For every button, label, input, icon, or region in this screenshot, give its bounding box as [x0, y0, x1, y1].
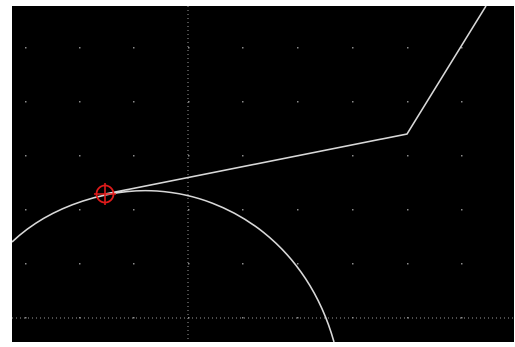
- grid-dot: [352, 209, 354, 211]
- grid-dot: [407, 317, 409, 319]
- grid-dot: [352, 47, 354, 49]
- grid-dot: [133, 209, 135, 211]
- grid-dot: [461, 47, 463, 49]
- grid-dot: [297, 209, 299, 211]
- grid-dot: [79, 47, 81, 49]
- grid-dot: [188, 155, 190, 157]
- grid-dot: [133, 101, 135, 103]
- grid-dot: [461, 155, 463, 157]
- grid-dot: [188, 263, 190, 265]
- grid-dot: [297, 101, 299, 103]
- cursor-crosshair: [12, 6, 514, 342]
- grid-dot: [79, 209, 81, 211]
- grid-dot: [242, 155, 244, 157]
- grid-dot: [188, 101, 190, 103]
- arc-entity[interactable]: [12, 189, 335, 342]
- grid-dot: [133, 317, 135, 319]
- grid-dot: [352, 155, 354, 157]
- grid-dot: [25, 263, 27, 265]
- grid-dot: [407, 47, 409, 49]
- grid-dot: [297, 317, 299, 319]
- grid-dot: [133, 155, 135, 157]
- grid-dot: [25, 317, 27, 319]
- grid-dot: [242, 101, 244, 103]
- grid-dot: [188, 209, 190, 211]
- grid-dot: [461, 263, 463, 265]
- grid-dot: [79, 155, 81, 157]
- geometry: [12, 6, 487, 342]
- grid-dot: [25, 47, 27, 49]
- grid-dot: [297, 47, 299, 49]
- grid-dot: [407, 101, 409, 103]
- grid-dot: [242, 47, 244, 49]
- grid-dot: [407, 209, 409, 211]
- grid-dot: [25, 155, 27, 157]
- grid-dot: [297, 263, 299, 265]
- grid-dot: [79, 317, 81, 319]
- drawing-canvas[interactable]: [12, 6, 514, 342]
- grid-dot: [407, 263, 409, 265]
- grid-dot: [461, 101, 463, 103]
- grid-dot: [407, 155, 409, 157]
- grid-dot: [79, 101, 81, 103]
- grid-dot: [461, 317, 463, 319]
- snap-marker: [94, 183, 116, 205]
- grid-dot: [25, 209, 27, 211]
- grid-dot: [242, 263, 244, 265]
- grid-dot: [79, 263, 81, 265]
- grid-dots: [25, 47, 463, 319]
- grid-dot: [133, 263, 135, 265]
- grid-dot: [242, 317, 244, 319]
- drawing-surface[interactable]: [12, 6, 514, 342]
- grid-dot: [133, 47, 135, 49]
- grid-dot: [461, 209, 463, 211]
- polyline-entity[interactable]: [104, 6, 487, 195]
- grid-dot: [188, 47, 190, 49]
- grid-dot: [242, 209, 244, 211]
- grid-dot: [352, 263, 354, 265]
- grid-dot: [25, 101, 27, 103]
- grid-dot: [352, 101, 354, 103]
